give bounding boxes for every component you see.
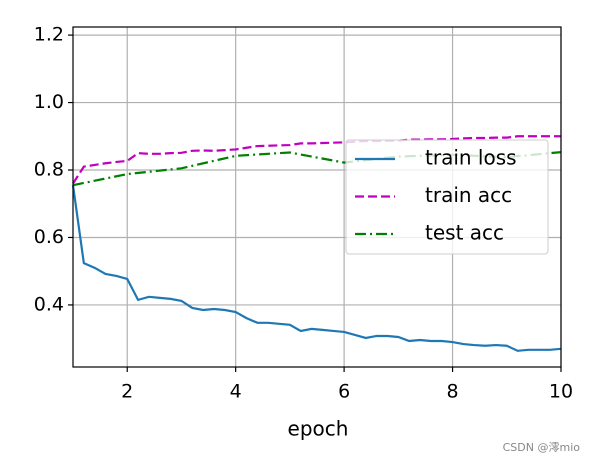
legend-label: train acc	[425, 183, 512, 207]
x-tick-label: 2	[121, 381, 133, 403]
y-tick-label: 0.8	[34, 159, 64, 181]
series-line	[72, 135, 561, 185]
x-tick-label: 4	[230, 381, 242, 403]
watermark: CSDN @澪mio	[503, 441, 581, 454]
series-line	[72, 151, 562, 187]
legend-box	[345, 139, 549, 255]
series-line	[71, 185, 562, 352]
y-tick-label: 0.6	[34, 226, 64, 248]
x-tick-label: 6	[338, 381, 350, 403]
y-tick-label: 1.0	[34, 91, 64, 113]
legend-label: test acc	[425, 221, 504, 245]
x-axis-label: epoch	[288, 417, 349, 441]
y-tick-label: 0.4	[34, 293, 64, 315]
x-tick-label: 10	[549, 381, 573, 403]
y-tick-label: 1.2	[34, 24, 64, 46]
x-tick-label: 8	[447, 381, 459, 403]
legend-label: train loss	[425, 146, 517, 170]
plot-frame	[72, 26, 562, 368]
